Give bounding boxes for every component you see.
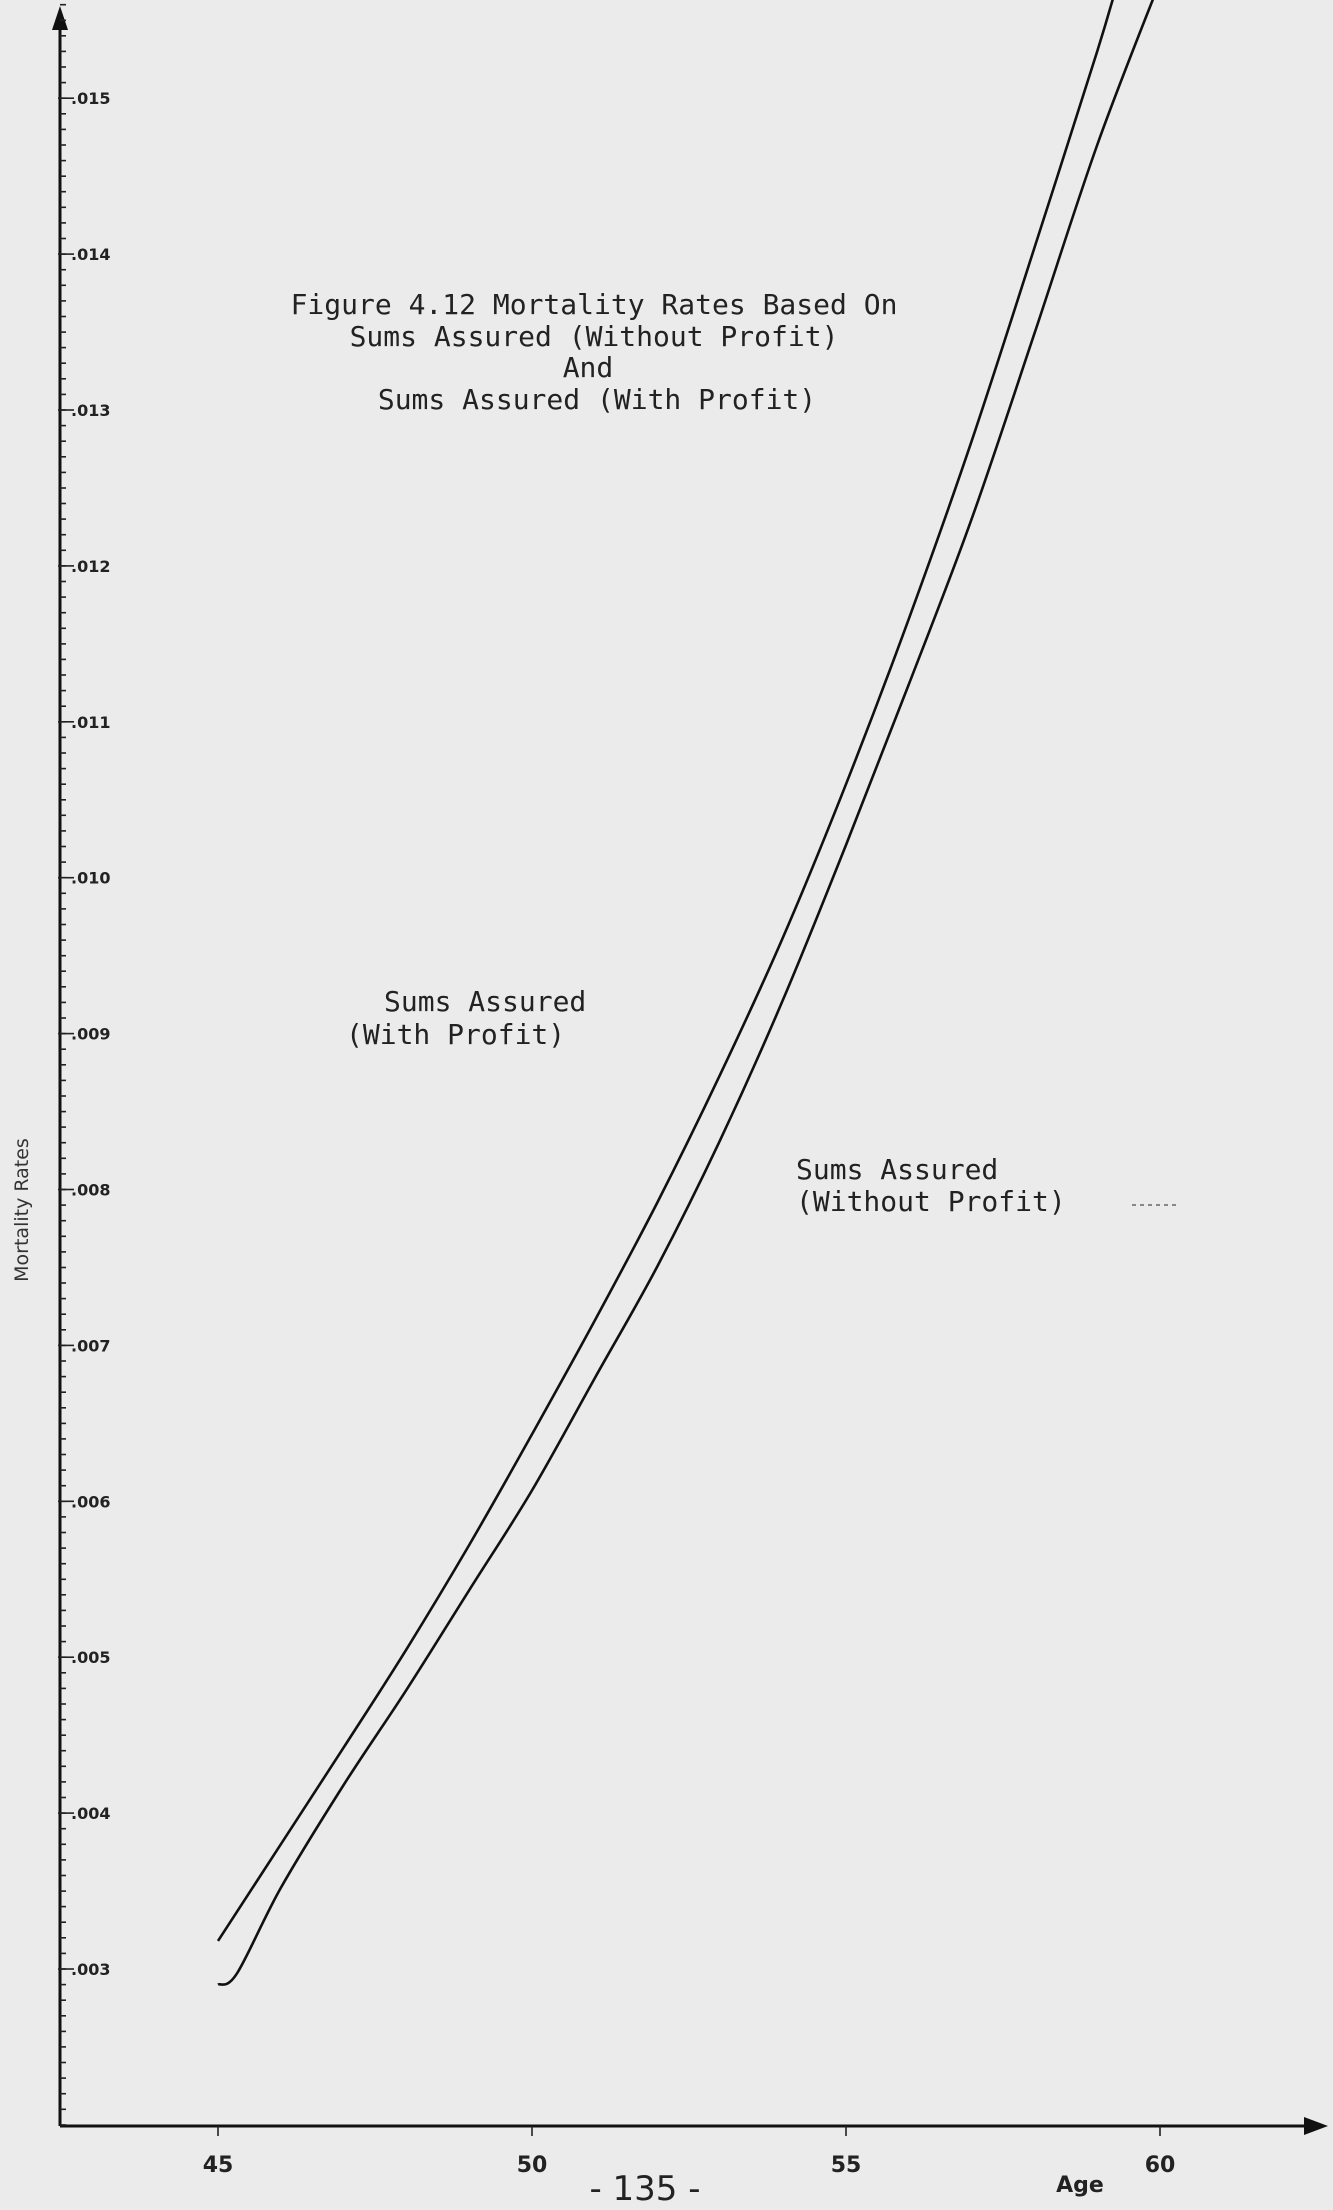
series-line-with-profit (216, 0, 1114, 1942)
y-tick-label: .005 (71, 1648, 110, 1667)
y-axis-arrow-icon (52, 6, 68, 30)
series-lines (216, 0, 1155, 1986)
series-label-without-profit-line1: Sums Assured (796, 1153, 998, 1186)
y-tick-label: .006 (71, 1492, 110, 1511)
y-axis-ticks: .003 .004 .005 .006 .007 .008 .009 .010 .011 .012… (58, 89, 110, 1979)
x-axis-ticks: 45 50 55 60 (203, 2126, 1176, 2178)
series-label-with-profit-line2: (With Profit) (346, 1018, 565, 1051)
title-line-2: Sums Assured (Without Profit) (350, 320, 839, 353)
title-line-1: Figure 4.12 Mortality Rates Based On (291, 288, 898, 321)
y-tick-label: .011 (71, 713, 110, 732)
x-tick-label: 45 (203, 2153, 234, 2178)
y-tick-label: .013 (71, 401, 110, 420)
x-tick-label: 50 (517, 2153, 548, 2178)
y-tick-label: .012 (71, 557, 110, 576)
y-tick-label: .009 (71, 1025, 110, 1044)
series-label-with-profit: Sums Assured (With Profit) (346, 985, 586, 1051)
y-tick-label: .007 (71, 1336, 110, 1355)
title-line-3: And (563, 351, 614, 384)
x-tick-label: 55 (831, 2153, 862, 2178)
y-tick-label: .008 (71, 1181, 110, 1200)
x-axis-label: Age (1056, 2173, 1104, 2198)
series-label-without-profit: Sums Assured (Without Profit) (796, 1153, 1180, 1218)
y-axis-label: Mortality Rates (11, 1138, 33, 1282)
y-tick-label: .015 (71, 89, 110, 108)
x-tick-label: 60 (1145, 2153, 1176, 2178)
series-label-without-profit-line2: (Without Profit) (796, 1185, 1066, 1218)
title-line-4: Sums Assured (With Profit) (378, 383, 816, 416)
chart-title: Figure 4.12 Mortality Rates Based OnSums… (291, 288, 898, 416)
series-line-without-profit (217, 0, 1155, 1986)
y-tick-label: .010 (71, 869, 110, 888)
page-number: - 135 - (589, 2169, 700, 2209)
series-label-with-profit-line1: Sums Assured (384, 985, 586, 1018)
y-tick-label: .003 (71, 1960, 110, 1979)
y-tick-label: .014 (71, 245, 110, 264)
x-axis-arrow-icon (1304, 2117, 1328, 2135)
y-tick-label: .004 (71, 1804, 110, 1823)
